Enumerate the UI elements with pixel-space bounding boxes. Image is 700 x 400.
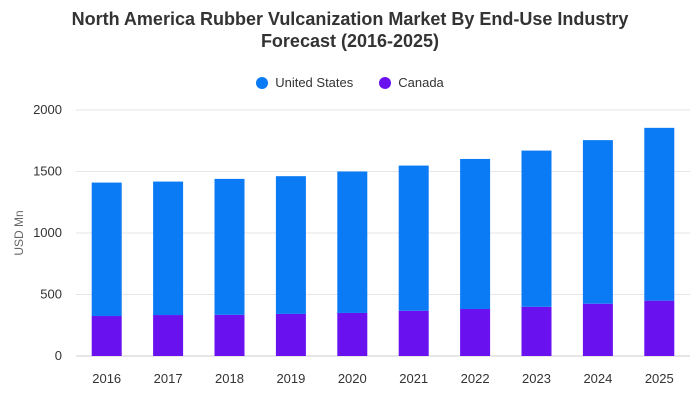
bar-united-states-2016 <box>91 182 122 317</box>
bar-united-states-2023 <box>521 150 552 307</box>
x-tick-label: 2018 <box>215 371 244 386</box>
bar-united-states-2018 <box>214 178 245 315</box>
y-tick-label: 2000 <box>33 102 62 117</box>
bar-united-states-2022 <box>460 158 491 310</box>
y-tick-label: 0 <box>55 348 62 363</box>
legend-item-canada[interactable]: Canada <box>379 75 444 90</box>
y-axis-label: USD Mn <box>12 210 26 255</box>
legend-item-united-states[interactable]: United States <box>256 75 353 90</box>
x-tick-label: 2023 <box>522 371 551 386</box>
bar-united-states-2019 <box>275 176 306 314</box>
x-tick-label: 2022 <box>461 371 490 386</box>
bar-canada-2021 <box>398 310 429 356</box>
chart-title-line-1: North America Rubber Vulcanization Marke… <box>71 9 629 29</box>
x-tick-label: 2017 <box>154 371 183 386</box>
chart-legend: United States Canada <box>0 75 700 90</box>
x-tick-label: 2019 <box>276 371 305 386</box>
bar-canada-2017 <box>153 315 184 356</box>
bar-united-states-2017 <box>153 181 184 316</box>
bar-united-states-2021 <box>398 165 429 311</box>
bar-united-states-2025 <box>644 127 675 301</box>
x-tick-label: 2024 <box>583 371 612 386</box>
y-tick-label: 1000 <box>33 225 62 240</box>
y-tick-label: 500 <box>40 287 62 302</box>
legend-label-canada: Canada <box>398 75 444 90</box>
legend-label-united-states: United States <box>275 75 354 90</box>
bar-canada-2024 <box>582 303 613 356</box>
bar-united-states-2024 <box>582 140 613 304</box>
bar-canada-2019 <box>275 313 306 356</box>
y-tick-label: 1500 <box>33 164 62 179</box>
bar-canada-2025 <box>644 300 675 356</box>
legend-swatch-canada <box>379 76 392 89</box>
x-tick-label: 2020 <box>338 371 367 386</box>
bar-canada-2022 <box>460 309 491 356</box>
bar-canada-2020 <box>337 312 368 356</box>
bar-canada-2016 <box>91 316 122 356</box>
bar-united-states-2020 <box>337 171 368 313</box>
chart-title: North America Rubber Vulcanization Marke… <box>0 8 700 52</box>
bar-canada-2018 <box>214 314 245 356</box>
x-tick-label: 2016 <box>92 371 121 386</box>
bar-canada-2023 <box>521 306 552 356</box>
legend-swatch-united-states <box>256 76 269 89</box>
x-tick-label: 2025 <box>645 371 674 386</box>
x-tick-label: 2021 <box>399 371 428 386</box>
chart-title-line-2: Forecast (2016-2025) <box>260 31 440 51</box>
